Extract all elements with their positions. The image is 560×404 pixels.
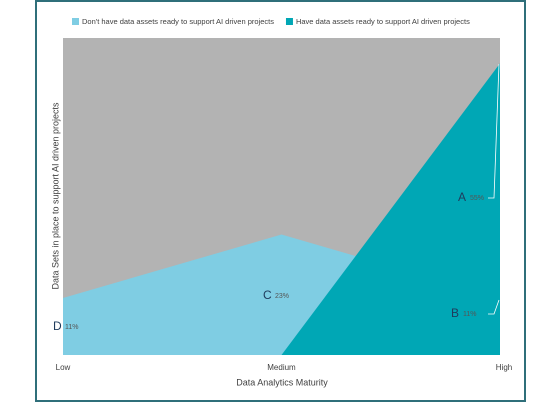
x-axis-label: Data Analytics Maturity bbox=[236, 377, 328, 387]
annotation-leader bbox=[488, 63, 500, 199]
annotation-text: 23% bbox=[275, 293, 289, 300]
annotation-letter: A bbox=[458, 190, 466, 204]
legend-label: Have data assets ready to support AI dri… bbox=[296, 17, 470, 26]
annotation-leader bbox=[488, 299, 500, 315]
legend-label: Don't have data assets ready to support … bbox=[82, 17, 274, 26]
area bbox=[281, 63, 500, 356]
annotation-text: 55% bbox=[470, 195, 484, 202]
x-tick-label: High bbox=[496, 363, 512, 372]
x-tick-label: Low bbox=[56, 363, 71, 372]
annotation-letter: C bbox=[263, 288, 272, 302]
x-tick-label: Medium bbox=[267, 363, 296, 372]
legend-swatch bbox=[72, 18, 79, 25]
annotation-letter: D bbox=[53, 319, 62, 333]
annotation-text: 11% bbox=[463, 311, 477, 318]
legend-swatch bbox=[285, 18, 293, 25]
annotation-letter: B bbox=[451, 306, 459, 320]
y-axis-label: Data Sets in place to support AI driven … bbox=[50, 102, 60, 290]
annotation-text: 11% bbox=[65, 324, 79, 331]
